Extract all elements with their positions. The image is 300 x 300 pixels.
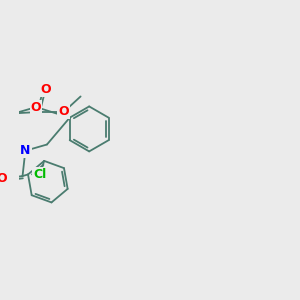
- Text: O: O: [40, 83, 51, 96]
- Text: N: N: [20, 144, 31, 157]
- Text: Cl: Cl: [33, 169, 46, 182]
- Text: O: O: [31, 100, 41, 114]
- Text: O: O: [58, 105, 69, 119]
- Text: O: O: [0, 172, 7, 185]
